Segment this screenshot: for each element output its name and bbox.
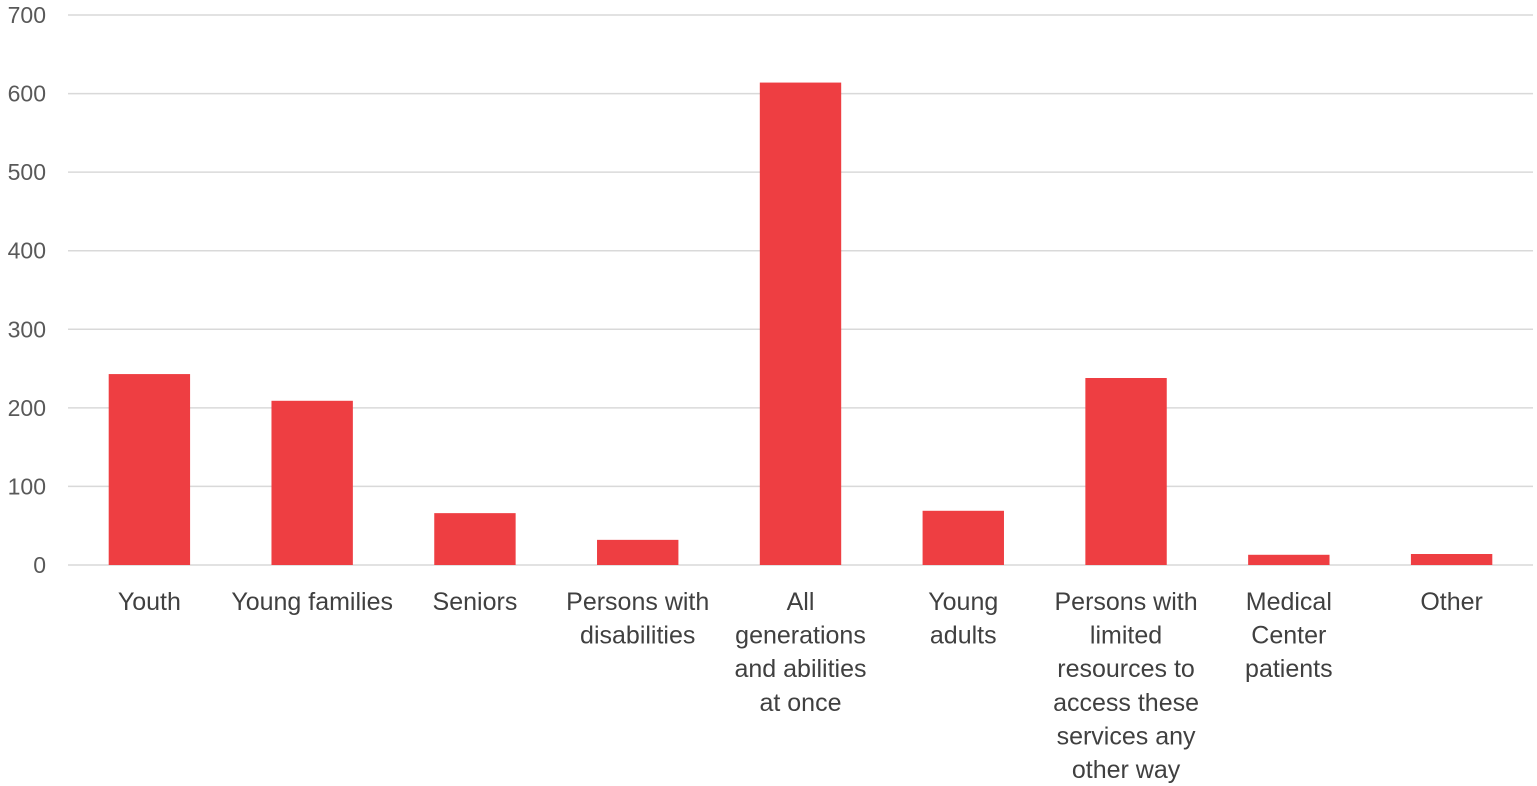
x-axis-category-labels: Youth Young families Seniors Persons with di… [118,588,1483,784]
x-category-label: Persons with limited resources to access th… [1053,588,1199,784]
y-tick-label: 600 [8,81,46,107]
bar [597,539,679,565]
x-category-label: Youth [118,588,181,616]
x-category-label: Persons with disabilities [566,588,709,650]
y-axis-tick-labels: 0 100 200 300 400 500 600 700 [8,2,46,578]
y-tick-label: 100 [8,473,46,499]
x-category-label: Other [1420,588,1483,616]
bar [1410,554,1493,565]
y-tick-label: 400 [8,238,46,264]
bar [759,82,842,566]
bar [1085,378,1167,565]
y-tick-label: 0 [33,552,46,578]
x-category-label: Young adults [928,588,998,650]
y-tick-label: 300 [8,316,46,342]
bar [271,400,353,565]
bar [1248,554,1330,565]
x-category-label: Young families [231,588,393,616]
bar [434,513,516,565]
x-category-label: All generations and abilities at once [734,588,866,717]
y-tick-label: 500 [8,159,46,185]
bars [108,82,1493,566]
bar [922,510,1004,565]
x-category-label: Seniors [433,588,518,616]
x-category-label: Medical Center patients [1245,588,1333,683]
bar [108,374,191,565]
y-tick-label: 700 [8,2,46,28]
y-tick-label: 200 [8,395,46,421]
